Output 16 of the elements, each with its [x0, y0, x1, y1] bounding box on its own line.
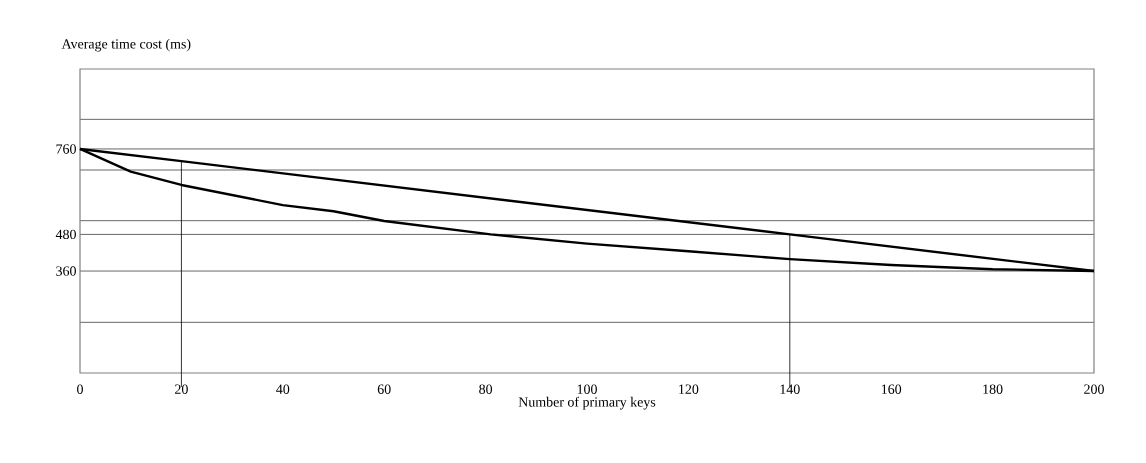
- x-tick-label: 0: [77, 384, 83, 394]
- x-tick-label: 20: [175, 384, 188, 394]
- x-tick-label: 200: [1084, 384, 1104, 394]
- x-tick-label: 180: [983, 384, 1003, 394]
- x-axis-title: Number of primary keys: [518, 396, 656, 410]
- x-tick-label: 60: [377, 384, 391, 394]
- y-tick-label: 760: [56, 144, 76, 154]
- x-tick-label: 120: [679, 384, 699, 394]
- y-tick-label: 480: [55, 229, 76, 240]
- x-tick-label: 100: [577, 384, 597, 394]
- y-axis-title: Average time cost (ms): [61, 38, 191, 52]
- x-tick-label: 140: [780, 384, 800, 394]
- x-tick-label: 80: [479, 384, 493, 394]
- x-tick-label: 40: [276, 384, 290, 394]
- y-tick-label: 360: [56, 266, 76, 276]
- x-tick-label: 160: [881, 384, 902, 394]
